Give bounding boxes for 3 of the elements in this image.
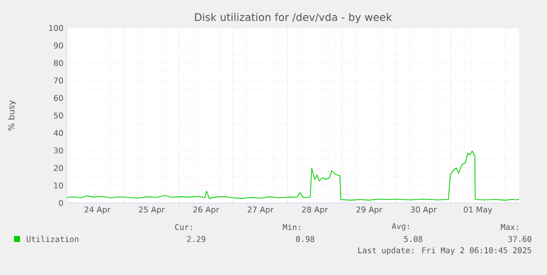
y-axis-title: % busy [8,100,16,130]
line-series [66,150,520,201]
chart-title: Disk utilization for /dev/vda - by week [195,12,392,24]
